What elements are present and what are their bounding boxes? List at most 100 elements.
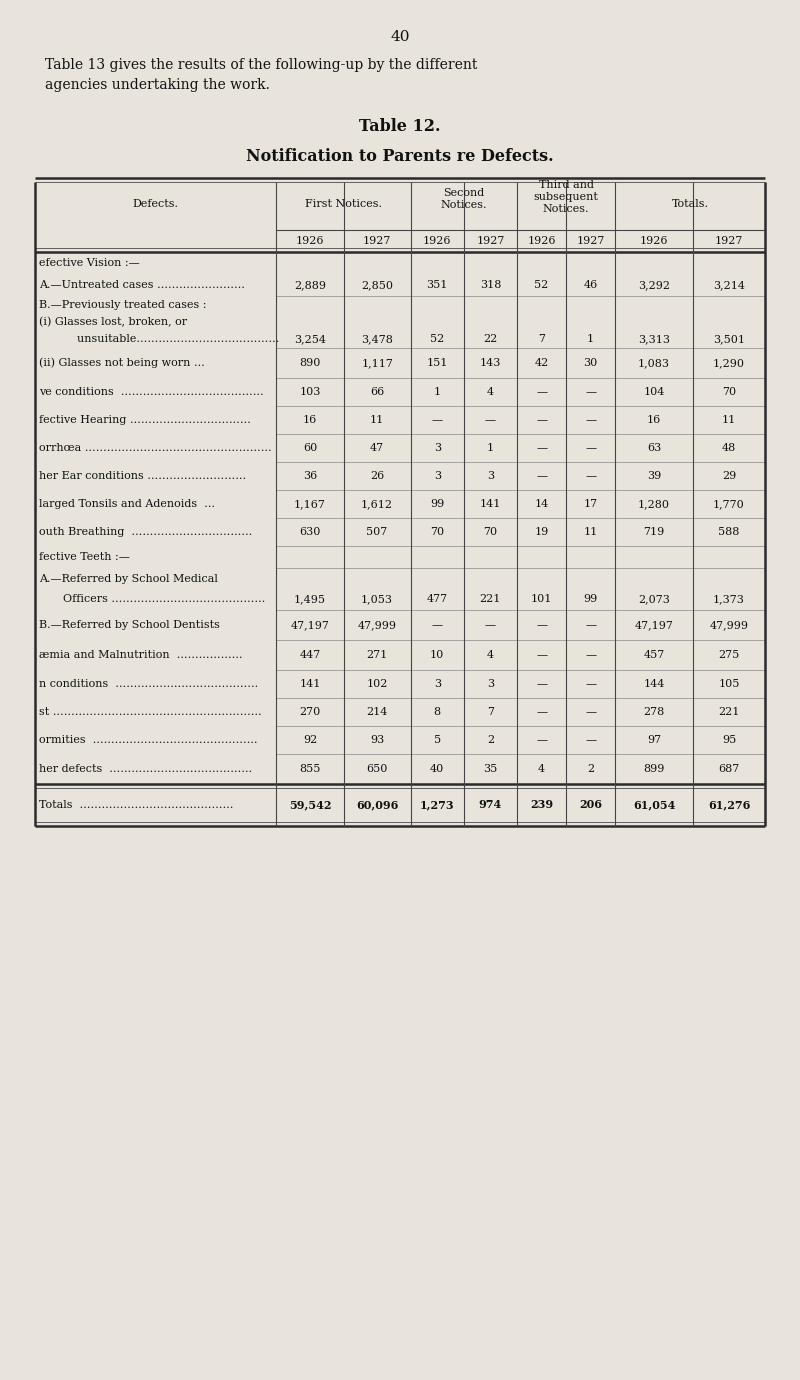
Text: 95: 95 [722, 736, 736, 745]
Text: 30: 30 [583, 357, 598, 368]
Text: æmia and Malnutrition  ………………: æmia and Malnutrition ……………… [39, 650, 242, 660]
Text: 3,214: 3,214 [713, 280, 745, 290]
Text: her defects  …………………………………: her defects ………………………………… [39, 765, 252, 774]
Text: —: — [536, 707, 547, 718]
Text: —: — [485, 620, 496, 631]
Text: 3,254: 3,254 [294, 334, 326, 345]
Text: 1,117: 1,117 [361, 357, 393, 368]
Text: —: — [485, 415, 496, 425]
Text: —: — [536, 679, 547, 689]
Text: 1,273: 1,273 [420, 799, 454, 810]
Text: ormities  ………………………………………: ormities ……………………………………… [39, 736, 258, 745]
Text: 141: 141 [480, 500, 501, 509]
Text: First Notices.: First Notices. [305, 199, 382, 208]
Text: 1927: 1927 [476, 236, 505, 246]
Text: —: — [432, 415, 442, 425]
Text: —: — [585, 386, 596, 397]
Text: —: — [585, 679, 596, 689]
Text: efective Vision :—: efective Vision :— [39, 258, 140, 268]
Text: 47,197: 47,197 [634, 620, 674, 631]
Text: 1927: 1927 [363, 236, 391, 246]
Text: —: — [585, 736, 596, 745]
Text: 26: 26 [370, 471, 384, 482]
Text: —: — [536, 415, 547, 425]
Text: A.—Untreated cases ……………………: A.—Untreated cases …………………… [39, 280, 245, 290]
Text: —: — [585, 443, 596, 453]
Text: 70: 70 [483, 527, 498, 537]
Text: —: — [585, 620, 596, 631]
Text: 1926: 1926 [423, 236, 451, 246]
Text: 7: 7 [538, 334, 545, 345]
Text: fective Hearing ……………………………: fective Hearing …………………………… [39, 415, 251, 425]
Text: 899: 899 [643, 765, 665, 774]
Text: 101: 101 [531, 595, 552, 604]
Text: 143: 143 [480, 357, 501, 368]
Text: Defects.: Defects. [133, 199, 178, 208]
Text: 70: 70 [430, 527, 444, 537]
Text: 29: 29 [722, 471, 736, 482]
Text: 855: 855 [299, 765, 321, 774]
Text: 11: 11 [583, 527, 598, 537]
Text: 2: 2 [587, 765, 594, 774]
Text: —: — [536, 386, 547, 397]
Text: 47,999: 47,999 [358, 620, 397, 631]
Text: orrhœa ……………………………………………: orrhœa …………………………………………… [39, 443, 272, 453]
Text: 447: 447 [299, 650, 321, 660]
Text: Totals.: Totals. [672, 199, 709, 208]
Text: her Ear conditions ………………………: her Ear conditions ……………………… [39, 471, 246, 482]
Text: 1,770: 1,770 [713, 500, 745, 509]
Text: unsuitable…………………………………: unsuitable………………………………… [49, 334, 279, 345]
Text: 42: 42 [534, 357, 549, 368]
Text: Second
Notices.: Second Notices. [441, 188, 487, 210]
Text: 1927: 1927 [715, 236, 743, 246]
Text: 1: 1 [434, 386, 441, 397]
Text: —: — [585, 471, 596, 482]
Text: —: — [536, 443, 547, 453]
Text: 278: 278 [643, 707, 665, 718]
Text: 650: 650 [366, 765, 388, 774]
Text: 3: 3 [434, 679, 441, 689]
Text: 35: 35 [483, 765, 498, 774]
Text: 1926: 1926 [640, 236, 668, 246]
Text: 40: 40 [430, 765, 444, 774]
Text: 19: 19 [534, 527, 549, 537]
Text: st …………………………………………………: st ………………………………………………… [39, 707, 262, 718]
Text: 61,054: 61,054 [633, 799, 675, 810]
Text: 1,053: 1,053 [361, 595, 393, 604]
Text: 47,197: 47,197 [290, 620, 330, 631]
Text: Officers ……………………………………: Officers …………………………………… [49, 595, 266, 604]
Text: 93: 93 [370, 736, 384, 745]
Text: 3: 3 [487, 471, 494, 482]
Text: 47: 47 [370, 443, 384, 453]
Text: 2,850: 2,850 [361, 280, 393, 290]
Text: 4: 4 [487, 386, 494, 397]
Text: 10: 10 [430, 650, 444, 660]
Text: 59,542: 59,542 [289, 799, 331, 810]
Text: —: — [432, 620, 442, 631]
Text: 3: 3 [434, 443, 441, 453]
Text: 3,501: 3,501 [713, 334, 745, 345]
Text: 271: 271 [366, 650, 388, 660]
Text: 3,478: 3,478 [361, 334, 393, 345]
Text: 2,889: 2,889 [294, 280, 326, 290]
Text: 221: 221 [480, 595, 501, 604]
Text: —: — [536, 650, 547, 660]
Text: 351: 351 [426, 280, 448, 290]
Text: 151: 151 [426, 357, 448, 368]
Text: —: — [536, 471, 547, 482]
Text: 3,313: 3,313 [638, 334, 670, 345]
Text: (ii) Glasses not being worn …: (ii) Glasses not being worn … [39, 357, 205, 368]
Text: agencies undertaking the work.: agencies undertaking the work. [45, 79, 270, 92]
Text: 318: 318 [480, 280, 501, 290]
Text: 974: 974 [479, 799, 502, 810]
Text: 66: 66 [370, 386, 384, 397]
Text: 104: 104 [643, 386, 665, 397]
Text: 102: 102 [366, 679, 388, 689]
Text: 1927: 1927 [577, 236, 605, 246]
Text: B.—Referred by School Dentists: B.—Referred by School Dentists [39, 620, 220, 631]
Text: 60: 60 [303, 443, 317, 453]
Text: 1926: 1926 [527, 236, 556, 246]
Text: 60,096: 60,096 [356, 799, 398, 810]
Text: ve conditions  …………………………………: ve conditions ………………………………… [39, 386, 264, 397]
Text: 687: 687 [718, 765, 740, 774]
